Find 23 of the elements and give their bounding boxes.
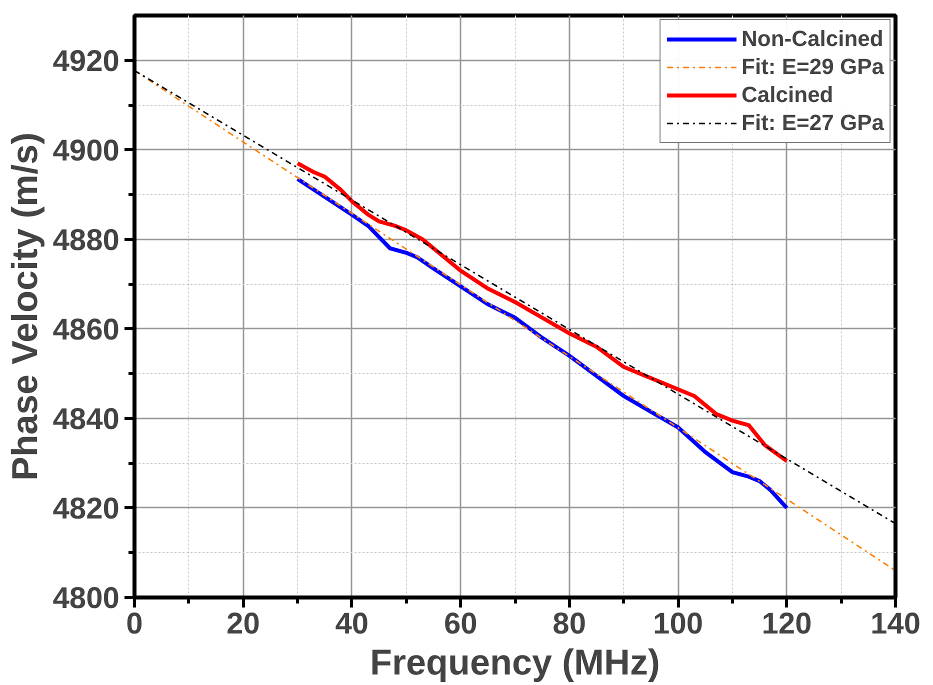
x-tick-label: 100	[653, 608, 704, 640]
legend-label: Non-Calcined	[742, 26, 884, 52]
x-tick-label: 140	[870, 608, 921, 640]
x-axis-title: Frequency (MHz)	[370, 642, 660, 682]
y-axis-title: Phase Velocity (m/s)	[4, 132, 45, 481]
x-tick-label: 80	[552, 608, 586, 640]
line-series	[296, 176, 789, 510]
x-tick-label: 20	[226, 608, 260, 640]
y-tick-label: 4900	[52, 134, 120, 168]
line-series	[296, 161, 789, 463]
x-tick-label: 120	[762, 608, 812, 640]
y-tick-label: 4820	[52, 492, 120, 526]
y-tick-label: 4880	[52, 224, 120, 257]
legend-label: Fit: E=29 GPa	[742, 54, 884, 80]
y-tick-label: 4860	[52, 313, 120, 346]
y-tick-label: 4840	[52, 402, 120, 436]
x-tick-label: 0	[126, 608, 143, 640]
legend-label: Calcined	[742, 82, 834, 108]
x-tick-label: 60	[444, 608, 478, 640]
y-tick-label: 4800	[52, 582, 120, 615]
legend-label: Fit: E=27 GPa	[742, 110, 884, 136]
x-tick-label: 40	[335, 608, 369, 640]
y-tick-label: 4920	[52, 44, 120, 78]
